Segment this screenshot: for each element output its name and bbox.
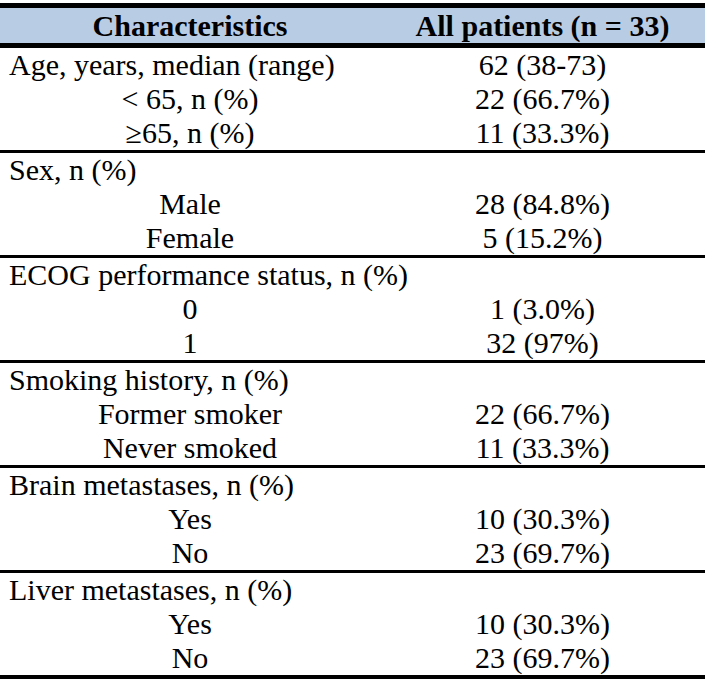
page-body: Characteristics All patients (n = 33) Ag… <box>0 0 705 679</box>
characteristic-label: Yes <box>0 607 380 641</box>
table-row: Age, years, median (range) 62 (38-73) <box>0 46 705 83</box>
characteristic-value: 62 (38-73) <box>380 46 705 83</box>
characteristic-label: Smoking history, n (%) <box>0 362 380 398</box>
patient-characteristics-table: Characteristics All patients (n = 33) Ag… <box>0 3 705 679</box>
table-row: < 65, n (%) 22 (66.7%) <box>0 82 705 116</box>
characteristic-value: 23 (69.7%) <box>380 536 705 572</box>
characteristic-label: Sex, n (%) <box>0 152 380 188</box>
table-row: Former smoker 22 (66.7%) <box>0 397 705 431</box>
characteristic-label: Never smoked <box>0 431 380 467</box>
table-header: Characteristics All patients (n = 33) <box>0 6 705 46</box>
table-row: No 23 (69.7%) <box>0 641 705 677</box>
characteristic-label: ≥65, n (%) <box>0 116 380 152</box>
characteristic-value <box>380 362 705 398</box>
table-row: Never smoked 11 (33.3%) <box>0 431 705 467</box>
table-row: No 23 (69.7%) <box>0 536 705 572</box>
table-row: Sex, n (%) <box>0 152 705 188</box>
table-row: Yes 10 (30.3%) <box>0 607 705 641</box>
characteristic-value: 28 (84.8%) <box>380 187 705 221</box>
table-row: Yes 10 (30.3%) <box>0 502 705 536</box>
characteristic-label: Brain metastases, n (%) <box>0 467 380 503</box>
characteristic-label: ECOG performance status, n (%) <box>0 257 380 293</box>
characteristic-value: 5 (15.2%) <box>380 221 705 257</box>
section-sex: Sex, n (%) Male 28 (84.8%) Female 5 (15.… <box>0 152 705 257</box>
characteristic-value: 10 (30.3%) <box>380 502 705 536</box>
characteristic-label: No <box>0 536 380 572</box>
characteristic-label: Female <box>0 221 380 257</box>
characteristic-label: < 65, n (%) <box>0 82 380 116</box>
characteristic-label: Male <box>0 187 380 221</box>
table-row: Smoking history, n (%) <box>0 362 705 398</box>
characteristic-value: 10 (30.3%) <box>380 607 705 641</box>
characteristic-value: 22 (66.7%) <box>380 397 705 431</box>
characteristic-value: 1 (3.0%) <box>380 292 705 326</box>
characteristic-value <box>380 467 705 503</box>
table-row: ≥65, n (%) 11 (33.3%) <box>0 116 705 152</box>
section-age: Age, years, median (range) 62 (38-73) < … <box>0 46 705 152</box>
characteristic-label: Liver metastases, n (%) <box>0 572 380 608</box>
characteristic-value: 11 (33.3%) <box>380 116 705 152</box>
header-row: Characteristics All patients (n = 33) <box>0 6 705 46</box>
characteristic-value: 11 (33.3%) <box>380 431 705 467</box>
characteristic-value: 32 (97%) <box>380 326 705 362</box>
characteristic-label: 1 <box>0 326 380 362</box>
column-header-all-patients: All patients (n = 33) <box>380 6 705 46</box>
table-row: Male 28 (84.8%) <box>0 187 705 221</box>
table-row: 0 1 (3.0%) <box>0 292 705 326</box>
table-row: ECOG performance status, n (%) <box>0 257 705 293</box>
table-row: Brain metastases, n (%) <box>0 467 705 503</box>
section-brain-metastases: Brain metastases, n (%) Yes 10 (30.3%) N… <box>0 467 705 572</box>
characteristic-label: 0 <box>0 292 380 326</box>
characteristic-value <box>380 572 705 608</box>
characteristic-value <box>380 152 705 188</box>
characteristic-value <box>380 257 705 293</box>
characteristic-label: Age, years, median (range) <box>0 46 380 83</box>
column-header-characteristics: Characteristics <box>0 6 380 46</box>
characteristic-label: Yes <box>0 502 380 536</box>
table-row: Female 5 (15.2%) <box>0 221 705 257</box>
characteristic-label: Former smoker <box>0 397 380 431</box>
characteristic-value: 22 (66.7%) <box>380 82 705 116</box>
section-liver-metastases: Liver metastases, n (%) Yes 10 (30.3%) N… <box>0 572 705 678</box>
characteristic-label: No <box>0 641 380 677</box>
section-ecog: ECOG performance status, n (%) 0 1 (3.0%… <box>0 257 705 362</box>
table-row: Liver metastases, n (%) <box>0 572 705 608</box>
characteristic-value: 23 (69.7%) <box>380 641 705 677</box>
table-row: 1 32 (97%) <box>0 326 705 362</box>
section-smoking: Smoking history, n (%) Former smoker 22 … <box>0 362 705 467</box>
